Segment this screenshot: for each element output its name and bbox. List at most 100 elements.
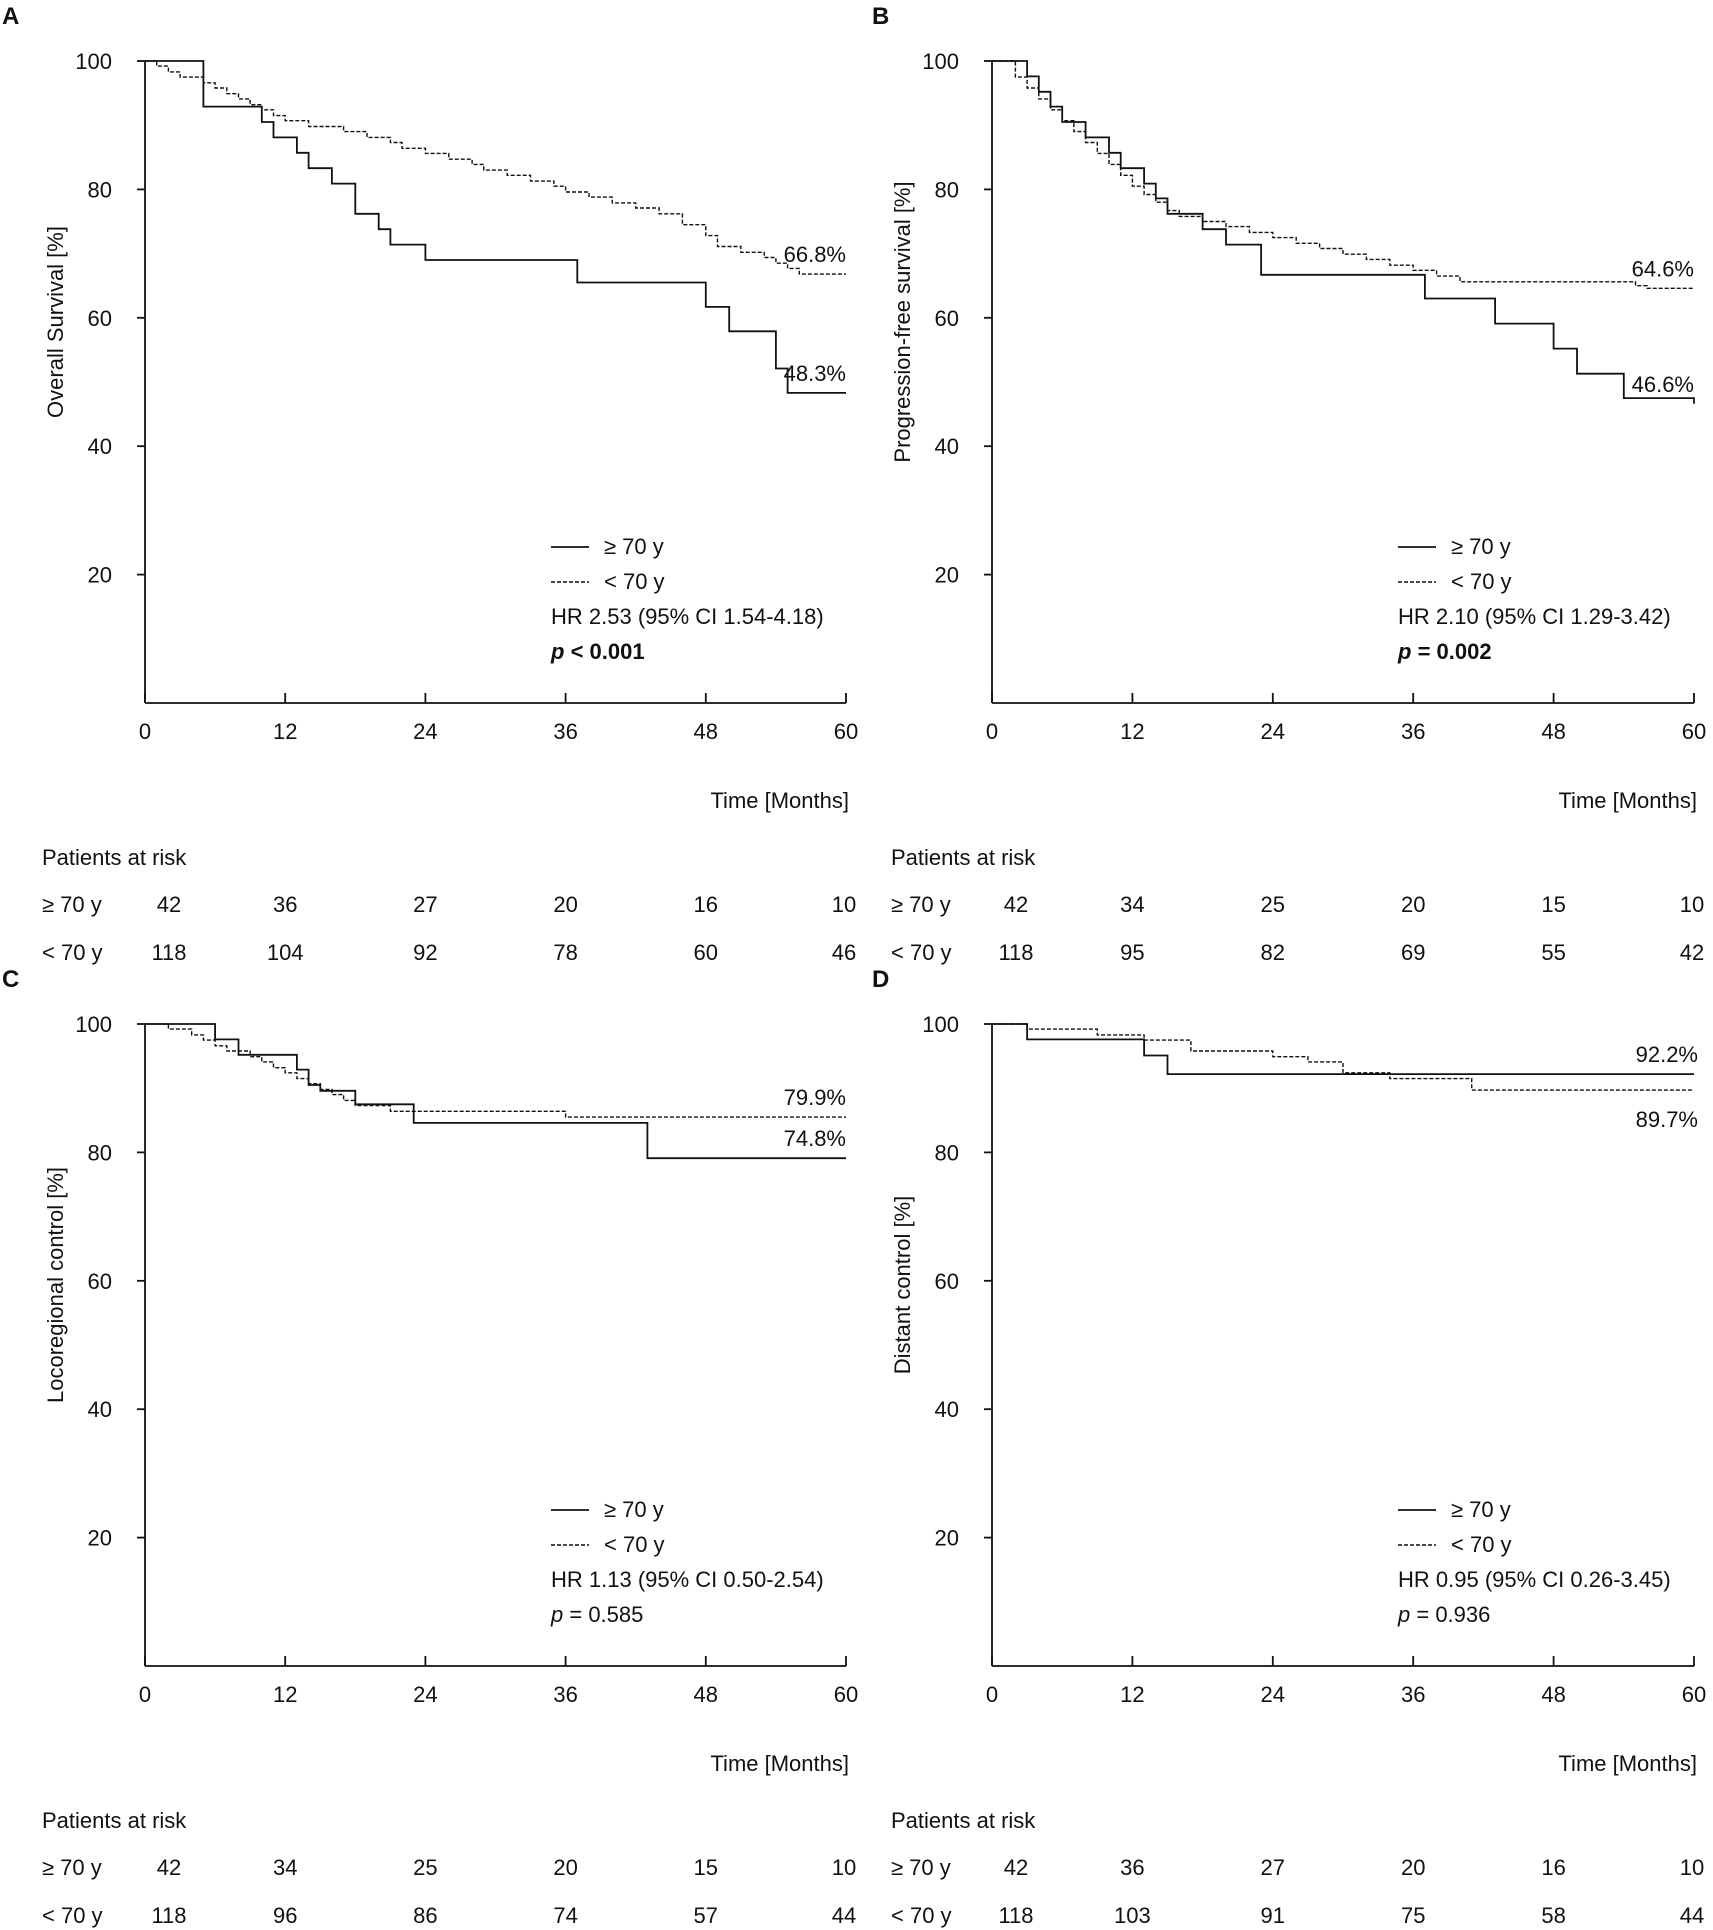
km-curve-age-under-70	[992, 1023, 1694, 1091]
risk-count: 58	[1541, 1903, 1565, 1928]
km-curve-age-under-70	[145, 60, 846, 275]
x-tick-label: 0	[139, 719, 151, 744]
risk-count: 20	[1401, 1855, 1425, 1880]
end-value-label: 64.6%	[1632, 256, 1694, 281]
risk-count: 92	[413, 940, 437, 965]
end-value-label: 92.2%	[1636, 1042, 1698, 1067]
end-value-label: 46.6%	[1632, 372, 1694, 397]
y-tick-label: 60	[935, 306, 959, 331]
x-tick-label: 36	[1401, 719, 1425, 744]
legend-label: ≥ 70 y	[604, 1497, 664, 1522]
risk-row-label: < 70 y	[42, 1903, 103, 1928]
x-tick-label: 0	[139, 1682, 151, 1707]
risk-count: 42	[1004, 892, 1028, 917]
x-tick-label: 24	[413, 719, 437, 744]
x-tick-label: 60	[1682, 1682, 1706, 1707]
risk-count: 25	[1261, 892, 1285, 917]
risk-count: 69	[1401, 940, 1425, 965]
km-curve-age-70-plus	[145, 1023, 846, 1160]
risk-count: 103	[1114, 1903, 1151, 1928]
risk-row-label: ≥ 70 y	[42, 1855, 102, 1880]
y-tick-label: 40	[88, 1397, 112, 1422]
risk-count: 118	[998, 940, 1033, 965]
risk-count: 16	[694, 892, 718, 917]
risk-count: 10	[832, 892, 856, 917]
x-axis-label: Time [Months]	[710, 1751, 849, 1776]
km-curve-age-under-70	[992, 60, 1694, 289]
risk-count: 42	[1004, 1855, 1028, 1880]
km-panel-d: D 20 40 60 80 100 0 12 24 36 48 60 Distant control […	[872, 966, 1706, 1928]
risk-row-label: < 70 y	[42, 940, 103, 965]
legend-label: < 70 y	[604, 569, 665, 594]
legend-label: ≥ 70 y	[1451, 1497, 1511, 1522]
x-tick-label: 24	[1261, 1682, 1285, 1707]
legend-label: ≥ 70 y	[604, 534, 664, 559]
y-tick-label: 100	[75, 1012, 112, 1037]
p-value: p = 0.585	[550, 1602, 643, 1627]
legend-label: < 70 y	[1451, 569, 1512, 594]
risk-count: 55	[1541, 940, 1565, 965]
legend-label: < 70 y	[604, 1532, 665, 1557]
risk-count: 44	[1680, 1903, 1704, 1928]
y-tick-label: 80	[935, 1140, 959, 1165]
risk-count: 20	[553, 1855, 577, 1880]
x-tick-label: 60	[1682, 719, 1706, 744]
risk-table-title: Patients at risk	[891, 845, 1036, 870]
y-tick-label: 20	[935, 1526, 959, 1551]
risk-count: 78	[553, 940, 577, 965]
km-panel-a: A 20 40 60 80 100 0 12 24 36 48 60 Overall Survival …	[2, 3, 858, 965]
risk-count: 20	[553, 892, 577, 917]
hazard-ratio: HR 1.13 (95% CI 0.50-2.54)	[551, 1567, 824, 1592]
x-tick-label: 36	[553, 719, 577, 744]
risk-count: 118	[998, 1903, 1033, 1928]
x-tick-label: 12	[273, 719, 297, 744]
risk-table-title: Patients at risk	[42, 1808, 187, 1833]
y-axis-label: Progression-free survival [%]	[890, 181, 915, 462]
risk-row-label: ≥ 70 y	[891, 892, 951, 917]
km-curve-age-under-70	[145, 1023, 846, 1118]
hazard-ratio: HR 2.10 (95% CI 1.29-3.42)	[1398, 604, 1671, 629]
y-tick-label: 20	[88, 1526, 112, 1551]
risk-count: 36	[1120, 1855, 1144, 1880]
risk-count: 42	[157, 1855, 181, 1880]
end-value-label: 79.9%	[784, 1085, 846, 1110]
y-tick-label: 20	[935, 563, 959, 588]
x-tick-label: 36	[553, 1682, 577, 1707]
risk-count: 10	[832, 1855, 856, 1880]
x-tick-label: 12	[1120, 719, 1144, 744]
risk-count: 91	[1261, 1903, 1285, 1928]
risk-count: 118	[151, 1903, 186, 1928]
risk-count: 36	[273, 892, 297, 917]
y-axis-label: Distant control [%]	[890, 1196, 915, 1375]
y-tick-label: 80	[88, 1140, 112, 1165]
y-axis-label: Locoregional control [%]	[43, 1167, 68, 1403]
hazard-ratio: HR 2.53 (95% CI 1.54-4.18)	[551, 604, 824, 629]
p-value: p = 0.002	[1397, 639, 1492, 664]
km-curve-age-70-plus	[145, 60, 846, 394]
risk-count: 118	[151, 940, 186, 965]
x-tick-label: 24	[1261, 719, 1285, 744]
panel-label: A	[2, 3, 19, 30]
risk-table-title: Patients at risk	[42, 845, 187, 870]
risk-count: 44	[832, 1903, 856, 1928]
risk-count: 10	[1680, 1855, 1704, 1880]
risk-table: Patients at risk ≥ 70 y 42 34 25 20 15 10 < 70 y…	[42, 1808, 856, 1928]
risk-row-label: < 70 y	[891, 940, 952, 965]
x-tick-label: 0	[986, 719, 998, 744]
panel-label: D	[872, 966, 889, 993]
risk-count: 104	[267, 940, 304, 965]
risk-count: 57	[694, 1903, 718, 1928]
y-tick-label: 60	[935, 1269, 959, 1294]
risk-table: Patients at risk ≥ 70 y 42 34 25 20 15 10 < 70 y…	[891, 845, 1704, 965]
y-tick-label: 100	[922, 49, 959, 74]
x-tick-label: 12	[273, 1682, 297, 1707]
legend-label: ≥ 70 y	[1451, 534, 1511, 559]
x-tick-label: 36	[1401, 1682, 1425, 1707]
panel-label: B	[872, 3, 889, 30]
y-tick-label: 40	[935, 434, 959, 459]
y-tick-label: 100	[922, 1012, 959, 1037]
risk-count: 27	[413, 892, 437, 917]
risk-count: 96	[273, 1903, 297, 1928]
risk-count: 15	[694, 1855, 718, 1880]
